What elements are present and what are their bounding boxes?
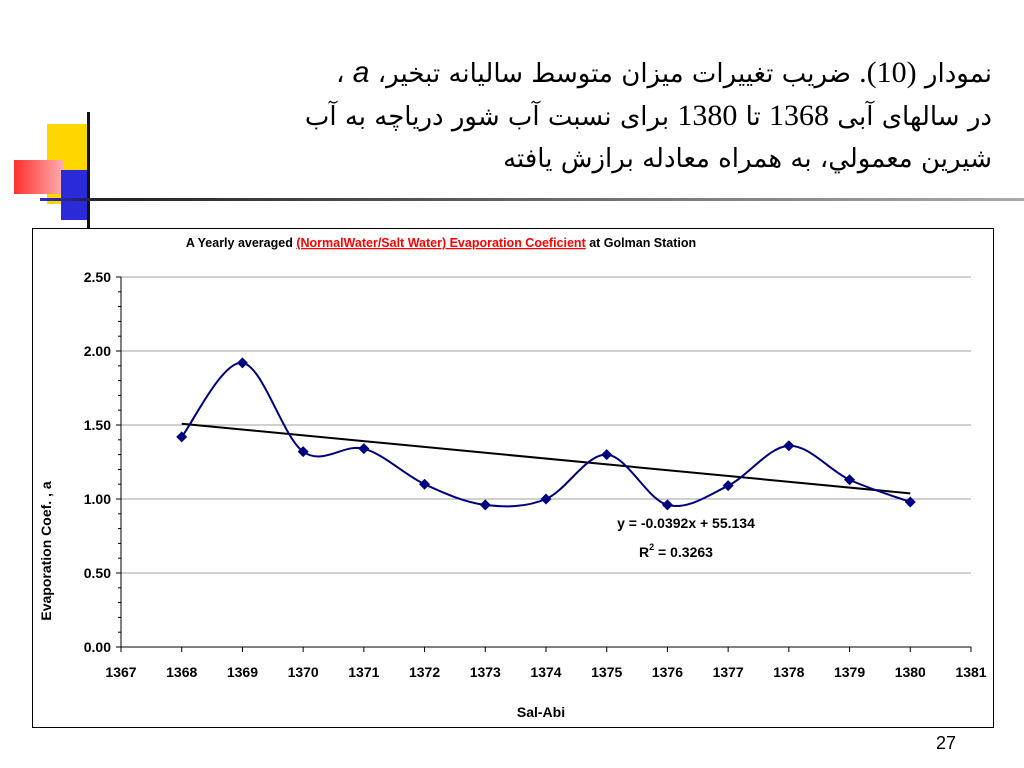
heading-year-end: 1380 xyxy=(677,99,738,132)
x-tick-label: 1375 xyxy=(591,664,622,680)
chart-title: A Yearly averaged (NormalWater/Salt Wate… xyxy=(186,236,696,250)
chart-title-suffix: at Golman Station xyxy=(586,236,696,250)
x-tick-label: 1378 xyxy=(773,664,804,680)
decor-red-block xyxy=(14,160,64,194)
data-point-marker xyxy=(236,357,248,369)
chart-grid xyxy=(121,276,971,574)
heading-figure-number: (10). xyxy=(859,56,917,89)
page-number: 27 xyxy=(936,733,957,753)
data-point-marker xyxy=(904,496,916,508)
heading-text: ، xyxy=(336,59,353,89)
trendline-group xyxy=(181,422,911,495)
x-axis-label: Sal-Abi xyxy=(517,704,565,720)
series-group xyxy=(176,357,916,511)
x-tick-label: 1374 xyxy=(530,664,561,680)
y-tick-label: 1.00 xyxy=(84,491,111,507)
data-point-marker xyxy=(358,443,370,455)
data-point-marker xyxy=(783,440,795,452)
heading-text: برای نسبت آب شور دریاچه به آب xyxy=(304,102,678,132)
trendline-equation: y = -0.0392x + 55.134 xyxy=(617,515,755,531)
decor-blue-square xyxy=(61,170,87,220)
x-tick-label: 1369 xyxy=(227,664,258,680)
y-tick-label: 1.50 xyxy=(84,417,111,433)
data-point-marker xyxy=(419,478,431,490)
data-point-marker xyxy=(722,480,734,492)
chart-svg: A Yearly averaged (NormalWater/Salt Wate… xyxy=(38,236,987,720)
heading-year-start: 1368 xyxy=(769,99,830,132)
data-point-marker xyxy=(844,474,856,486)
heading-line-1: نمودار (10). ضریب تغییرات میزان متوسط سا… xyxy=(112,52,992,95)
chart-title-highlight: (NormalWater/Salt Water) Evaporation Coe… xyxy=(296,236,586,250)
r2-superscript: 2 xyxy=(649,542,654,552)
r2-value: = 0.3263 xyxy=(654,544,713,560)
decor-vertical-line xyxy=(87,112,90,228)
x-tick-label: 1379 xyxy=(834,664,865,680)
y-tick-label: 0.50 xyxy=(84,565,111,581)
chart-frame: A Yearly averaged (NormalWater/Salt Wate… xyxy=(32,228,994,728)
y-tick-label: 2.50 xyxy=(84,269,111,285)
data-point-marker xyxy=(176,431,188,443)
data-point-marker xyxy=(479,499,491,511)
x-tick-label: 1368 xyxy=(166,664,197,680)
heading-text: در سالهای آبی xyxy=(829,102,992,132)
decor-horizontal-rule xyxy=(40,198,1024,201)
r2-prefix: R xyxy=(639,544,649,560)
y-tick-label: 2.00 xyxy=(84,343,111,359)
slide-heading: نمودار (10). ضریب تغییرات میزان متوسط سا… xyxy=(112,52,992,180)
data-point-marker xyxy=(540,493,552,505)
trendline xyxy=(181,422,911,495)
y-tick-label: 0.00 xyxy=(84,639,111,655)
heading-line-3: شیرین معمولي، به همراه معادله برازش یافت… xyxy=(503,144,992,174)
x-tick-labels: 1367 1368 1369 1370 1371 1372 1373 1374 1375 1376… xyxy=(105,664,986,680)
data-point-marker xyxy=(661,499,673,511)
x-tick-label: 1367 xyxy=(105,664,136,680)
x-tick-label: 1372 xyxy=(409,664,440,680)
heading-text: نمودار xyxy=(916,59,992,89)
chart-axes xyxy=(116,276,972,652)
x-tick-label: 1371 xyxy=(348,664,379,680)
chart-title-prefix: A Yearly averaged xyxy=(186,236,297,250)
x-tick-label: 1373 xyxy=(470,664,501,680)
data-point-marker xyxy=(297,446,309,458)
y-axis-label: Evaporation Coef. , a xyxy=(38,481,54,620)
x-tick-label: 1370 xyxy=(288,664,319,680)
heading-line-2: در سالهای آبی 1368 تا 1380 برای نسبت آب … xyxy=(112,95,992,138)
heading-text: ضریب تغییرات میزان متوسط سالیانه تبخیر، xyxy=(369,59,860,89)
heading-text: تا xyxy=(737,102,770,132)
y-tick-labels: 0.00 0.50 1.00 1.50 2.00 2.50 xyxy=(84,269,111,655)
x-tick-label: 1381 xyxy=(955,664,986,680)
x-tick-label: 1380 xyxy=(895,664,926,680)
trendline-r2: R2 = 0.3263 xyxy=(639,542,713,560)
heading-symbol: a xyxy=(352,56,370,89)
x-tick-label: 1377 xyxy=(713,664,744,680)
data-point-marker xyxy=(601,449,613,461)
x-tick-label: 1376 xyxy=(652,664,683,680)
